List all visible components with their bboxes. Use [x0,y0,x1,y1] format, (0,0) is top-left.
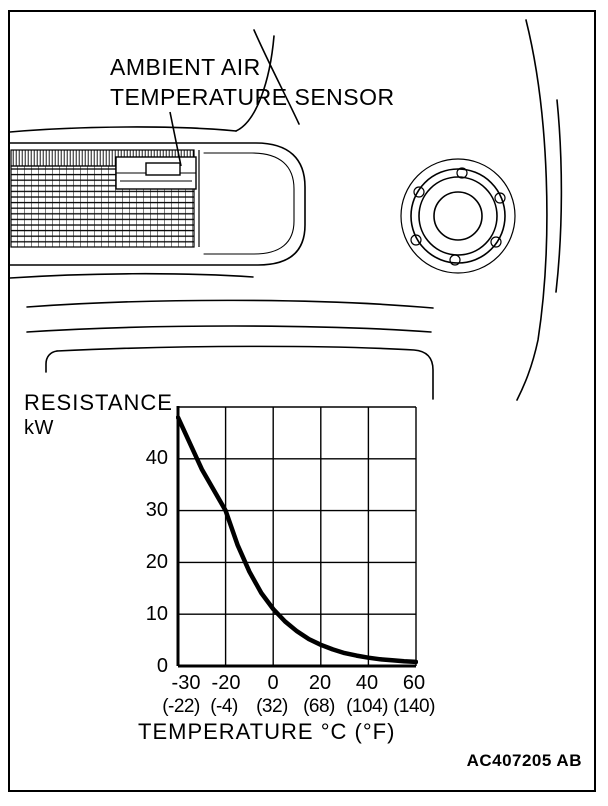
y-axis-unit: kW [24,417,54,439]
x-tick-fahrenheit: (-4) [210,696,238,717]
figure-code: AC407205 AB [466,751,582,770]
x-tick-fahrenheit: (68) [303,696,335,717]
figure-border [8,10,596,792]
sensor-label-line2: TEMPERATURE SENSOR [110,84,395,110]
y-tick-label: 10 [145,603,168,625]
y-tick-label: 20 [145,551,168,573]
x-tick-celsius: -30 [171,672,201,694]
y-axis-title: RESISTANCE [24,390,173,415]
grille [10,149,200,248]
x-tick-celsius: -20 [211,672,241,694]
resistance-chart [176,406,418,668]
x-axis-title: TEMPERATURE °C (°F) [138,719,396,744]
sensor-label-line1: AMBIENT AIR [110,54,261,80]
y-tick-label: 40 [145,447,168,469]
x-tick-fahrenheit: (104) [346,696,388,717]
callout-leader-line [169,111,182,167]
x-tick-celsius: 60 [402,672,426,694]
x-tick-celsius: 20 [308,672,332,694]
chart-grid [178,406,417,666]
ambient-air-temperature-sensor [115,156,197,190]
body-outline [9,19,563,401]
fog-lamp [400,158,516,274]
x-tick-celsius: 0 [267,672,279,694]
chart-axes [176,406,416,668]
y-tick-label: 0 [156,655,168,677]
x-tick-celsius: 40 [355,672,379,694]
resistance-curve [176,415,418,665]
y-tick-label: 30 [145,499,168,521]
x-tick-fahrenheit: (32) [256,696,288,717]
x-tick-fahrenheit: (-22) [162,696,200,717]
vehicle-front-illustration [9,19,563,401]
x-tick-fahrenheit: (140) [393,696,435,717]
sensor-callout-label: AMBIENT AIR TEMPERATURE SENSOR [110,52,395,112]
